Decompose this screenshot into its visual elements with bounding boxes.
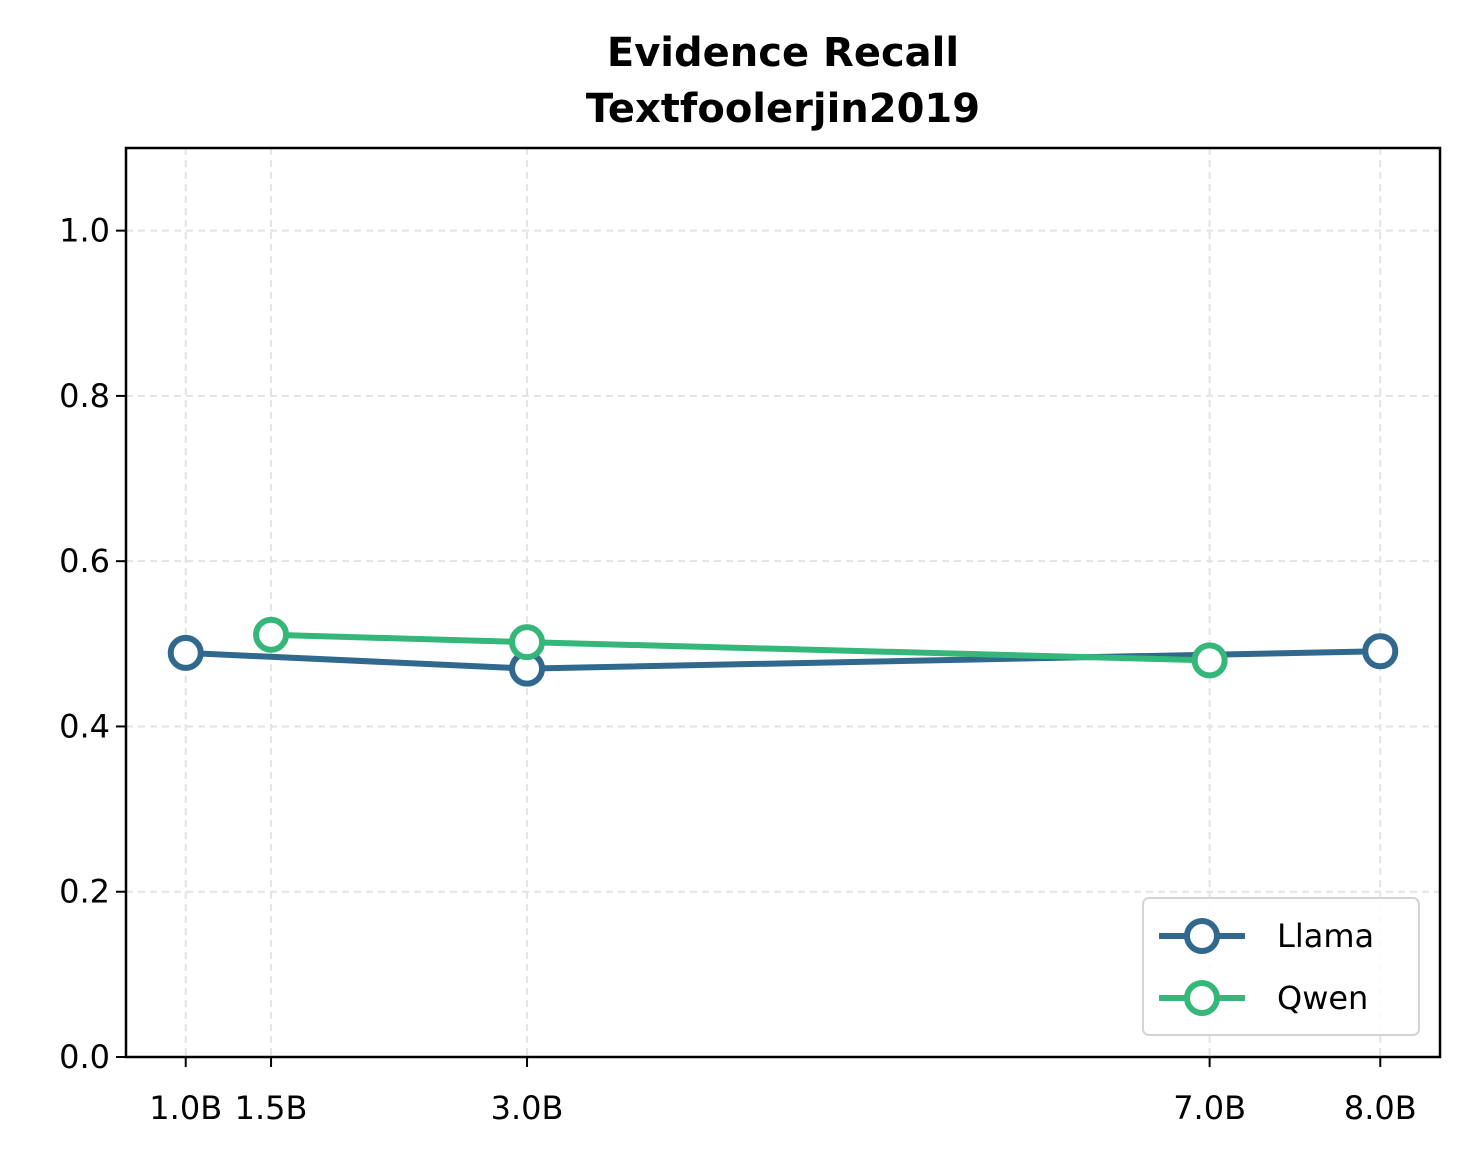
x-tick-label: 7.0B <box>1173 1089 1246 1127</box>
data-point-qwen <box>253 616 290 653</box>
plot-frame <box>124 146 1442 1059</box>
data-point-llama <box>167 634 204 671</box>
x-axis: 1.0B 1.5B 3.0B 7.0B 8.0B <box>149 1057 1417 1127</box>
legend-label-llama: Llama <box>1277 917 1374 955</box>
data-point-qwen <box>1191 642 1228 679</box>
legend-marker-qwen <box>1184 980 1220 1016</box>
y-axis: 0.0 0.2 0.4 0.6 0.8 1.0 <box>59 212 126 1076</box>
y-tick-label: 0.8 <box>59 377 110 415</box>
chart-title: Evidence Recall <box>607 30 959 76</box>
data-point-qwen <box>509 624 546 661</box>
y-tick-label: 0.2 <box>59 873 110 911</box>
data-point-llama <box>1362 633 1399 670</box>
x-tick-label: 3.0B <box>491 1089 564 1127</box>
y-tick-label: 0.6 <box>59 542 110 580</box>
legend-marker-llama <box>1184 918 1220 954</box>
x-tick-label: 1.5B <box>235 1089 308 1127</box>
y-tick-label: 1.0 <box>59 212 110 250</box>
series-group <box>167 616 1399 687</box>
legend-label-qwen: Qwen <box>1277 979 1368 1017</box>
legend: Llama Qwen <box>1142 897 1420 1036</box>
y-tick-label: 0.0 <box>59 1038 110 1076</box>
y-tick-label: 0.4 <box>59 707 110 745</box>
chart-subtitle: Textfoolerjin2019 <box>586 86 980 132</box>
x-tick-label: 1.0B <box>149 1089 222 1127</box>
series-line-qwen <box>270 631 1210 664</box>
x-tick-label: 8.0B <box>1344 1089 1417 1127</box>
